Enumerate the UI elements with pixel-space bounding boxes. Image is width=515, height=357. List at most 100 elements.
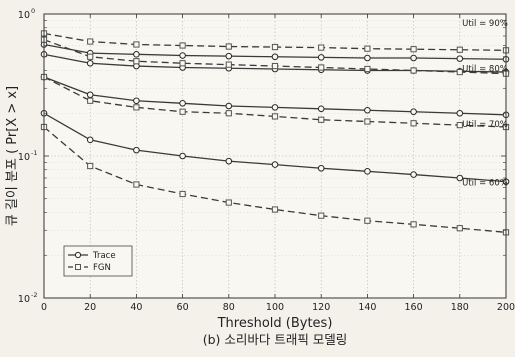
trace-point <box>364 168 371 175</box>
x-tick-label: 120 <box>312 302 330 313</box>
trace-point <box>271 104 279 111</box>
x-tick-label: 0 <box>41 302 47 313</box>
fgn-point <box>271 206 279 213</box>
x-tick-label: 60 <box>177 302 189 313</box>
fgn-point <box>410 120 417 127</box>
trace-point <box>271 161 279 168</box>
legend-marker-trace <box>74 251 82 259</box>
trace-point <box>133 97 140 105</box>
trace-point <box>410 108 417 116</box>
y-tick-label-base: 10 <box>18 10 30 21</box>
x-tick-label: 100 <box>266 302 284 313</box>
trace-point <box>410 171 417 178</box>
x-tick-label: 200 <box>497 302 515 313</box>
x-tick-label: 160 <box>405 302 423 313</box>
fgn-point <box>225 199 232 206</box>
trace-point <box>225 102 233 110</box>
fgn-point <box>364 118 371 125</box>
x-tick-label: 140 <box>358 302 376 313</box>
fgn-point <box>271 43 279 51</box>
fgn-point <box>364 45 371 52</box>
trace-point <box>364 54 371 62</box>
fgn-point <box>87 97 94 104</box>
y-axis-title: 큐 길이 분포 ( Pr[X > x] <box>5 86 20 226</box>
fgn-point <box>133 41 140 48</box>
x-tick-label: 80 <box>223 302 235 313</box>
trace-point <box>179 100 186 107</box>
fgn-point <box>456 225 463 232</box>
annotations: Util = 90% Util = 80% Util = 70% Util = 60% <box>462 19 508 188</box>
fgn-point <box>133 181 140 188</box>
fgn-point <box>225 110 232 117</box>
trace-point <box>179 52 186 59</box>
trace-point <box>271 53 279 61</box>
series-line-fgn-util-60 <box>44 126 506 233</box>
trace-point <box>133 51 140 58</box>
x-tick-label: 40 <box>130 302 142 313</box>
fgn-point <box>364 65 371 73</box>
legend-label-trace: Trace <box>92 251 116 261</box>
trace-point <box>317 54 325 61</box>
trace-point <box>133 146 140 154</box>
fgn-point <box>410 221 417 228</box>
fgn-point <box>318 64 325 71</box>
trace-point <box>225 52 233 60</box>
fgn-point <box>87 162 94 170</box>
y-tick-label-exponent: 0 <box>31 7 35 15</box>
legend: Trace FGN <box>63 245 133 277</box>
y-tick-label-exponent: -1 <box>31 149 37 157</box>
trace-point <box>456 174 464 182</box>
fgn-point <box>179 108 186 115</box>
trace-point <box>364 106 371 114</box>
trace-point <box>86 59 94 67</box>
x-tick-label: 20 <box>84 302 96 313</box>
figure-caption: (b) 소리바다 트래픽 모델링 <box>203 332 348 347</box>
legend-box <box>63 245 133 277</box>
trace-point <box>179 152 186 160</box>
trace-point <box>410 54 417 62</box>
fgn-point <box>318 44 325 51</box>
fgn-point <box>87 53 94 60</box>
trace-point <box>456 109 464 117</box>
fgn-point <box>133 104 140 111</box>
trace-point <box>86 136 94 144</box>
util-annotation: Util = 60% <box>462 178 508 188</box>
trace-point <box>225 157 233 165</box>
fgn-point <box>456 46 463 53</box>
fgn-point <box>179 42 186 49</box>
fgn-point <box>364 217 371 224</box>
marker-layer <box>40 30 510 236</box>
fgn-point <box>456 68 463 76</box>
trace-point <box>86 91 94 99</box>
y-tick-label-exponent: -2 <box>31 291 37 299</box>
trace-point <box>317 105 325 113</box>
fgn-point <box>179 190 186 198</box>
fgn-point <box>318 212 325 219</box>
x-tick-label: 180 <box>451 302 469 313</box>
fgn-point <box>271 62 279 70</box>
trace-point <box>456 55 464 62</box>
fgn-point <box>456 122 463 129</box>
fgn-point <box>225 61 232 68</box>
trace-point <box>317 164 325 172</box>
x-axis-title: Threshold (Bytes) <box>217 316 333 331</box>
x-axis: 0 20 40 60 80 100 120 140 160 180 200 <box>41 14 515 313</box>
fgn-point <box>87 38 94 45</box>
fgn-point <box>410 67 417 74</box>
util-annotation: Util = 90% <box>462 19 508 29</box>
y-tick-label-base: 10 <box>18 152 30 163</box>
fgn-point <box>225 43 232 50</box>
legend-label-fgn: FGN <box>93 263 111 273</box>
util-annotation: Util = 70% <box>462 120 508 130</box>
fgn-point <box>410 46 417 53</box>
fgn-point <box>318 116 325 123</box>
fgn-point <box>133 58 140 65</box>
fgn-point <box>271 113 279 120</box>
util-annotation: Util = 80% <box>462 64 508 74</box>
y-tick-label-base: 10 <box>18 294 30 305</box>
fgn-point <box>179 60 186 67</box>
legend-marker-fgn <box>75 264 81 270</box>
